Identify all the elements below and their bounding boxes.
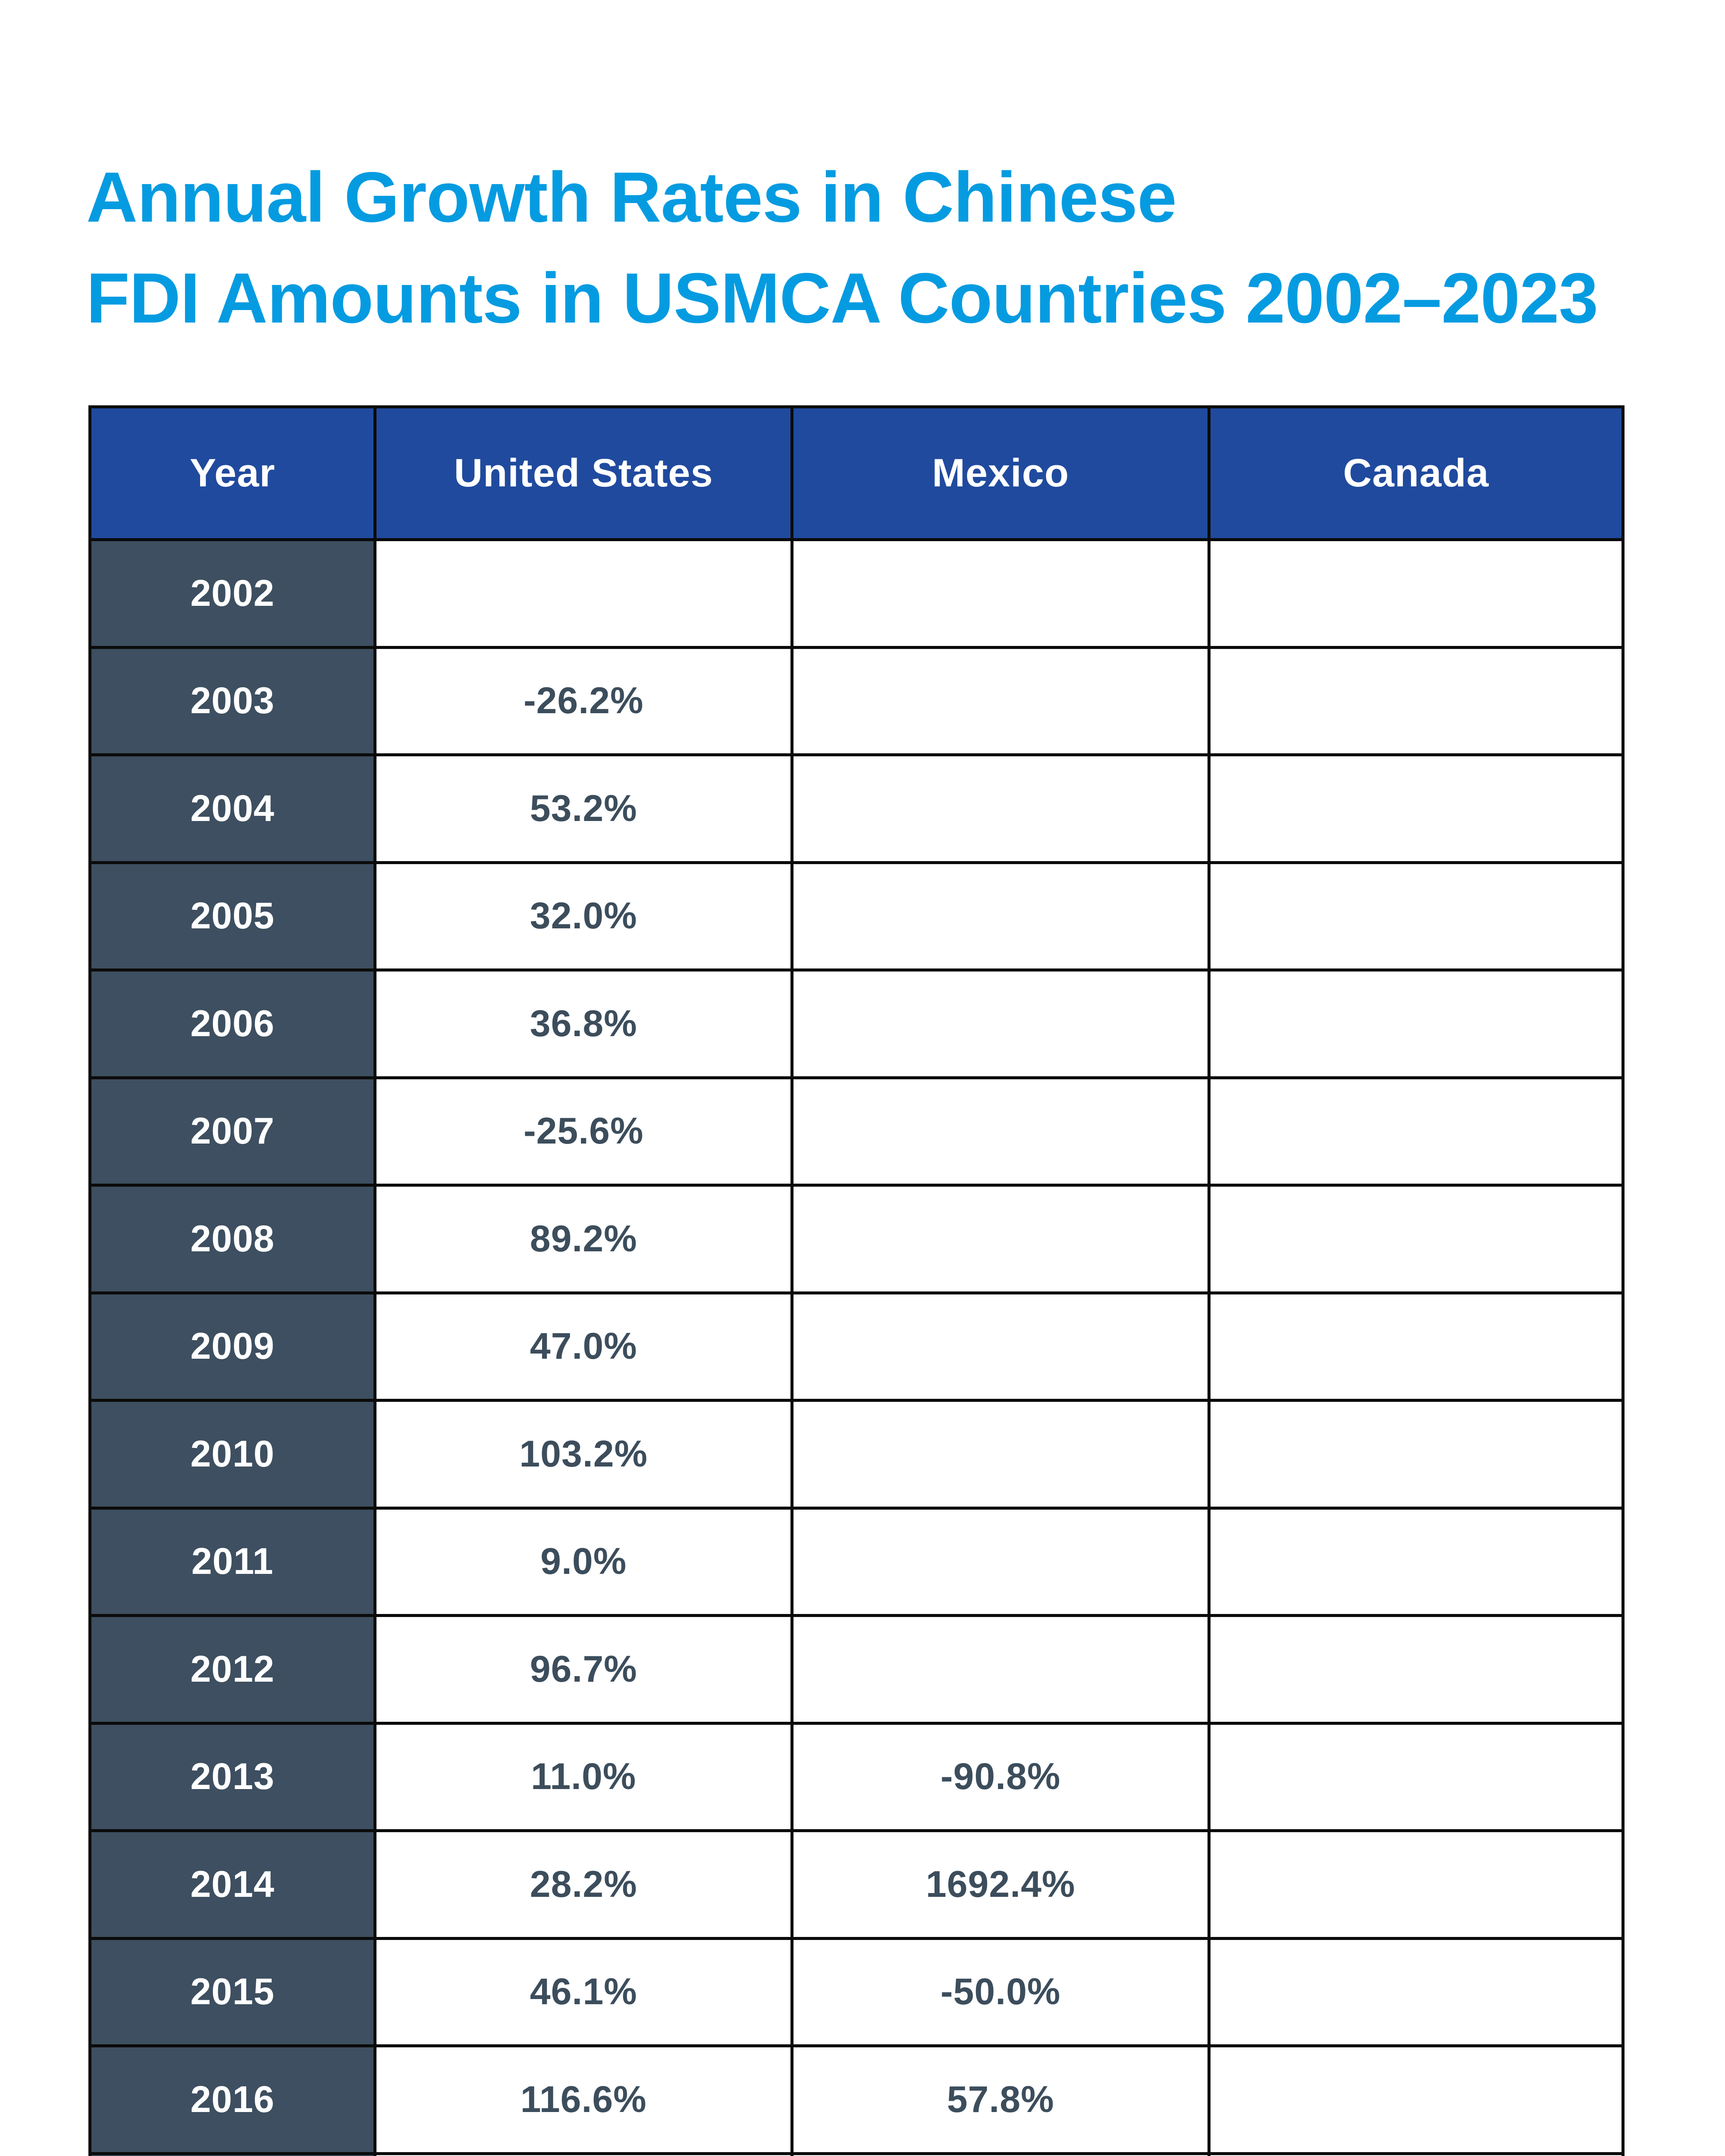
table-row: 2004 53.2% <box>88 753 1625 864</box>
us-value-cell: 89.2% <box>373 1184 794 1294</box>
mexico-value-cell <box>790 1399 1211 1510</box>
us-value-cell: -26.2% <box>373 646 794 756</box>
table-row: 2011 9.0% <box>88 1506 1625 1617</box>
table-header-row: Year United States Mexico Canada <box>88 405 1625 541</box>
canada-value-cell <box>1208 1614 1625 1725</box>
page-title-line2: FDI Amounts in USMCA Countries 2002–2023 <box>86 258 1598 338</box>
mexico-value-cell <box>790 968 1211 1079</box>
year-cell: 2007 <box>88 1076 377 1187</box>
year-cell: 2008 <box>88 1184 377 1294</box>
us-value-cell: 47.0% <box>373 1291 794 1402</box>
table-row: 2005 32.0% <box>88 861 1625 971</box>
canada-value-cell <box>1208 646 1625 756</box>
mexico-value-cell <box>790 1076 1211 1187</box>
us-value-cell: 11.0% <box>373 1721 794 1832</box>
year-cell: 2011 <box>88 1506 377 1617</box>
mexico-value-cell <box>790 538 1211 649</box>
mexico-value-cell <box>790 646 1211 756</box>
mexico-value-cell: 57.8% <box>790 2044 1211 2155</box>
year-cell: 2009 <box>88 1291 377 1402</box>
us-value-cell: -25.6% <box>373 1076 794 1187</box>
table-row: 2009 47.0% <box>88 1291 1625 1402</box>
canada-value-cell <box>1208 968 1625 1079</box>
canada-value-cell <box>1208 2044 1625 2155</box>
us-value-cell: 53.2% <box>373 753 794 864</box>
mexico-value-cell <box>790 753 1211 864</box>
year-cell: 2004 <box>88 753 377 864</box>
year-cell: 2006 <box>88 968 377 1079</box>
mexico-value-cell <box>790 1506 1211 1617</box>
mexico-value-cell <box>790 1614 1211 1725</box>
table-row: 2013 11.0% -90.8% <box>88 1721 1625 1832</box>
table-row: 2015 46.1% -50.0% <box>88 1937 1625 2047</box>
us-value-cell: 96.7% <box>373 1614 794 1725</box>
table-row: 2006 36.8% <box>88 968 1625 1079</box>
table-row: 2010 103.2% <box>88 1399 1625 1510</box>
mexico-value-cell: -90.8% <box>790 1721 1211 1832</box>
canada-value-cell <box>1208 1829 1625 1940</box>
table-row: 2003 -26.2% <box>88 646 1625 756</box>
us-value-cell <box>373 538 794 649</box>
canada-value-cell <box>1208 1506 1625 1617</box>
column-header-year: Year <box>88 405 377 541</box>
year-cell: 2012 <box>88 1614 377 1725</box>
canada-value-cell <box>1208 1184 1625 1294</box>
column-header-united-states: United States <box>373 405 794 541</box>
canada-value-cell <box>1208 1291 1625 1402</box>
table-row: 2014 28.2% 1692.4% <box>88 1829 1625 1940</box>
year-cell: 2002 <box>88 538 377 649</box>
mexico-value-cell: 67.9% <box>790 2152 1211 2156</box>
us-value-cell: 103.2% <box>373 1399 794 1510</box>
table-body: 2002 2003 -26.2% 2004 53.2% 2005 32.0% 2006 36.8… <box>88 538 1625 2156</box>
mexico-value-cell: 1692.4% <box>790 1829 1211 1940</box>
canada-value-cell <box>1208 538 1625 649</box>
column-header-canada: Canada <box>1208 405 1625 541</box>
canada-value-cell <box>1208 1399 1625 1510</box>
year-cell: 2005 <box>88 861 377 971</box>
canada-value-cell: 4.6% <box>1208 2152 1625 2156</box>
growth-rates-table: Year United States Mexico Canada 2002 200… <box>88 405 1625 2156</box>
year-cell: 2017 <box>88 2152 377 2156</box>
table-row: 201714.4%67.9%4.6% <box>88 2152 1625 2156</box>
table-row: 2016 116.6% 57.8% <box>88 2044 1625 2155</box>
page-title-line1: Annual Growth Rates in Chinese <box>86 157 1177 237</box>
page-title: Annual Growth Rates in Chinese FDI Amoun… <box>86 147 1598 349</box>
mexico-value-cell <box>790 861 1211 971</box>
year-cell: 2015 <box>88 1937 377 2047</box>
us-value-cell: 9.0% <box>373 1506 794 1617</box>
table-row: 2008 89.2% <box>88 1184 1625 1294</box>
us-value-cell: 46.1% <box>373 1937 794 2047</box>
year-cell: 2013 <box>88 1721 377 1832</box>
canada-value-cell <box>1208 1076 1625 1187</box>
table-row: 2002 <box>88 538 1625 649</box>
year-cell: 2003 <box>88 646 377 756</box>
us-value-cell: 32.0% <box>373 861 794 971</box>
canada-value-cell <box>1208 1937 1625 2047</box>
us-value-cell: 28.2% <box>373 1829 794 1940</box>
column-header-mexico: Mexico <box>790 405 1211 541</box>
canada-value-cell <box>1208 753 1625 864</box>
mexico-value-cell <box>790 1291 1211 1402</box>
table-row: 2012 96.7% <box>88 1614 1625 1725</box>
mexico-value-cell: -50.0% <box>790 1937 1211 2047</box>
canada-value-cell <box>1208 861 1625 971</box>
year-cell: 2014 <box>88 1829 377 1940</box>
us-value-cell: 116.6% <box>373 2044 794 2155</box>
year-cell: 2016 <box>88 2044 377 2155</box>
year-cell: 2010 <box>88 1399 377 1510</box>
us-value-cell: 14.4% <box>373 2152 794 2156</box>
canada-value-cell <box>1208 1721 1625 1832</box>
table-row: 2007 -25.6% <box>88 1076 1625 1187</box>
mexico-value-cell <box>790 1184 1211 1294</box>
us-value-cell: 36.8% <box>373 968 794 1079</box>
